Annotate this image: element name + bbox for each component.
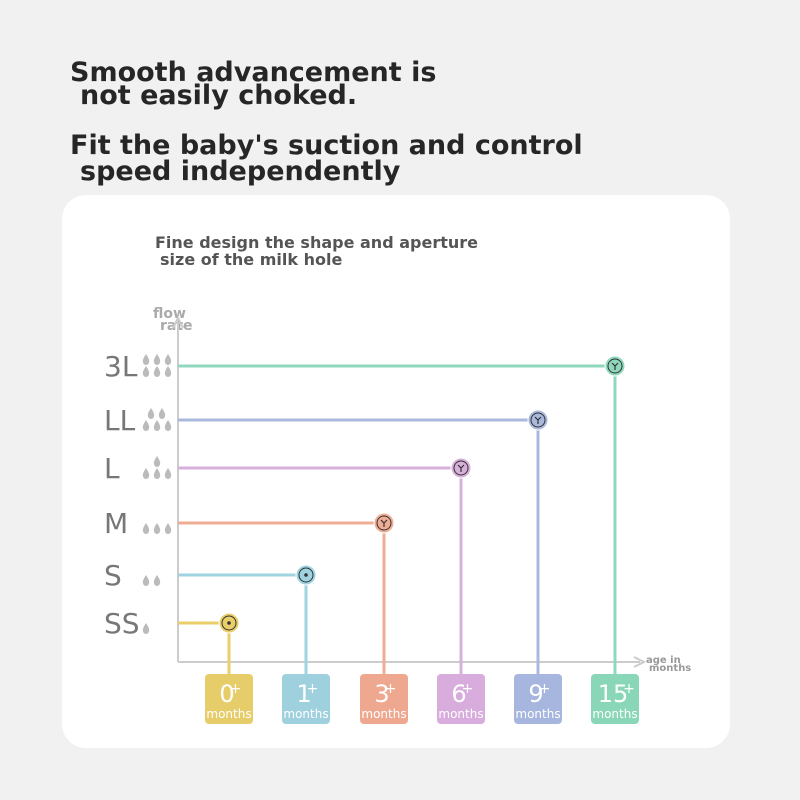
age-plus: + xyxy=(385,681,397,697)
drop-icon xyxy=(142,575,150,586)
x-axis-label: months xyxy=(649,663,691,674)
hole-y xyxy=(457,464,465,472)
hole-y xyxy=(611,362,619,370)
age-unit: months xyxy=(283,707,328,721)
level-label: SS xyxy=(104,607,140,640)
level-label: LL xyxy=(104,404,136,437)
age-plus: + xyxy=(307,681,319,697)
heading: Smooth advancement is xyxy=(70,57,437,88)
nipple-marker-inner xyxy=(298,567,314,583)
age-box xyxy=(360,674,408,724)
age-number: 15 xyxy=(598,680,629,708)
nipple-marker-inner xyxy=(376,515,392,531)
drop-icon xyxy=(153,456,161,467)
heading: Fit the baby's suction and control xyxy=(70,130,583,161)
drop-icon xyxy=(142,354,150,365)
drop-icon xyxy=(153,523,161,534)
age-unit: months xyxy=(206,707,251,721)
age-number: 6 xyxy=(451,680,466,708)
drop-icon xyxy=(142,420,150,431)
age-number: 1 xyxy=(296,680,311,708)
drop-icon xyxy=(158,408,166,419)
x-axis-label: age in xyxy=(646,655,681,666)
nipple-marker-inner xyxy=(530,412,546,428)
drop-icon xyxy=(153,468,161,479)
age-unit: months xyxy=(592,707,637,721)
age-box xyxy=(205,674,253,724)
panel-title: Fine design the shape and aperture xyxy=(155,233,478,252)
age-box xyxy=(591,674,639,724)
age-number: 0 xyxy=(219,680,234,708)
panel-bg xyxy=(62,195,730,748)
heading: speed independently xyxy=(80,156,401,187)
drop-icon xyxy=(164,420,172,431)
age-box xyxy=(514,674,562,724)
drop-icon xyxy=(164,354,172,365)
drop-icon xyxy=(142,623,150,634)
heading: not easily choked. xyxy=(80,80,358,111)
age-plus: + xyxy=(623,681,635,697)
age-plus: + xyxy=(462,681,474,697)
arrow xyxy=(633,656,647,668)
age-box xyxy=(282,674,330,724)
age-plus: + xyxy=(539,681,551,697)
nipple-marker-inner xyxy=(221,615,237,631)
drop-icon xyxy=(142,523,150,534)
drop-icon xyxy=(153,366,161,377)
drop-icon xyxy=(153,420,161,431)
y-axis-label: rate xyxy=(160,318,193,334)
nipple-marker-inner xyxy=(607,358,623,374)
hole-dot xyxy=(227,621,231,625)
age-number: 3 xyxy=(374,680,389,708)
drop-icon xyxy=(153,575,161,586)
age-number: 9 xyxy=(528,680,543,708)
age-box xyxy=(437,674,485,724)
age-unit: months xyxy=(361,707,406,721)
arrow xyxy=(172,315,184,329)
hole-y xyxy=(380,519,388,527)
age-plus: + xyxy=(230,681,242,697)
level-label: M xyxy=(104,507,128,540)
drop-icon xyxy=(147,408,155,419)
age-unit: months xyxy=(438,707,483,721)
hole-dot xyxy=(304,573,308,577)
drop-icon xyxy=(164,366,172,377)
drop-icon xyxy=(164,523,172,534)
drop-icon xyxy=(153,354,161,365)
nipple-marker-inner xyxy=(453,460,469,476)
drop-icon xyxy=(164,468,172,479)
drop-icon xyxy=(142,366,150,377)
level-label: S xyxy=(104,559,122,592)
age-unit: months xyxy=(515,707,560,721)
level-label: 3L xyxy=(104,350,138,383)
drop-icon xyxy=(142,468,150,479)
level-label: L xyxy=(104,452,120,485)
hole-y xyxy=(534,416,542,424)
panel-title: size of the milk hole xyxy=(160,250,342,269)
